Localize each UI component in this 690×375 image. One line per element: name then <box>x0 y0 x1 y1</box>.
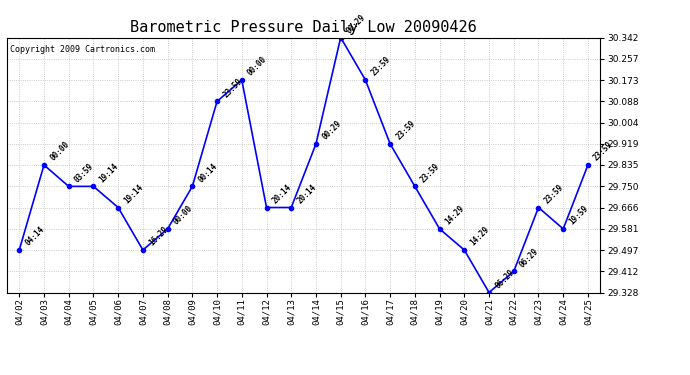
Text: 19:59: 19:59 <box>567 204 590 227</box>
Text: 03:59: 03:59 <box>73 162 96 184</box>
Text: 00:29: 00:29 <box>320 119 343 142</box>
Text: 19:14: 19:14 <box>97 162 120 184</box>
Text: 00:14: 00:14 <box>197 162 219 184</box>
Text: 19:14: 19:14 <box>122 183 145 206</box>
Text: 20:14: 20:14 <box>270 183 293 206</box>
Text: 23:59: 23:59 <box>394 119 417 142</box>
Text: 00:29: 00:29 <box>345 13 368 35</box>
Text: 00:00: 00:00 <box>172 204 195 227</box>
Text: 04:14: 04:14 <box>23 225 46 248</box>
Text: 14:29: 14:29 <box>444 204 466 227</box>
Text: 20:14: 20:14 <box>295 183 318 206</box>
Text: 23:59: 23:59 <box>592 140 615 163</box>
Text: 23:59: 23:59 <box>542 183 565 206</box>
Text: 23:59: 23:59 <box>370 55 393 78</box>
Text: 06:29: 06:29 <box>518 246 541 269</box>
Text: 16:29: 16:29 <box>147 225 170 248</box>
Text: Copyright 2009 Cartronics.com: Copyright 2009 Cartronics.com <box>10 45 155 54</box>
Text: 23:59: 23:59 <box>419 162 442 184</box>
Text: 00:00: 00:00 <box>48 140 71 163</box>
Title: Barometric Pressure Daily Low 20090426: Barometric Pressure Daily Low 20090426 <box>130 20 477 35</box>
Text: 06:29: 06:29 <box>493 268 516 290</box>
Text: 14:29: 14:29 <box>469 225 491 248</box>
Text: 23:59: 23:59 <box>221 76 244 99</box>
Text: 00:00: 00:00 <box>246 55 268 78</box>
